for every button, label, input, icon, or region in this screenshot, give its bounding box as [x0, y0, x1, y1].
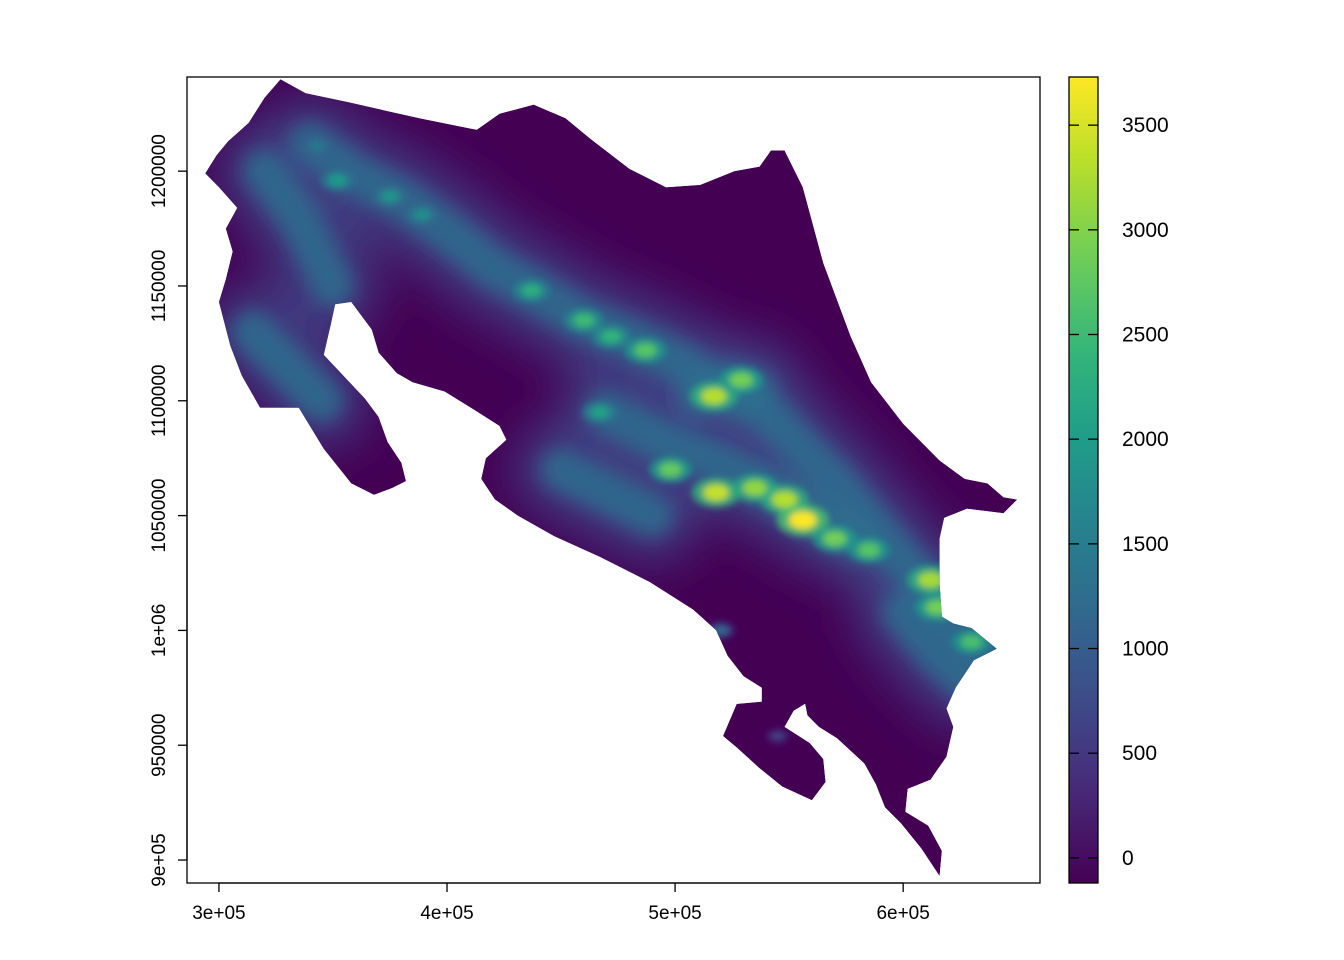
- ridge-core-4: [232, 310, 343, 422]
- peak-core-9: [703, 484, 730, 502]
- colorbar-ticks: 0 500 1000 1500 2000 2500 3000 3500: [1069, 114, 1169, 870]
- peak-core-8: [729, 372, 753, 388]
- ridge-core-3: [243, 150, 354, 307]
- peak-core-3: [309, 140, 325, 151]
- y-tick-label: 9e+05: [149, 833, 170, 886]
- colorbar-tick-label: 3500: [1122, 114, 1169, 137]
- peak-core-1: [381, 190, 399, 203]
- x-tick-label: 5e+05: [648, 903, 701, 924]
- colorbar-legend: 0 500 1000 1500 2000 2500 3000 3500: [1068, 76, 1169, 884]
- colorbar-frame: [1068, 76, 1099, 884]
- peak-core-12: [788, 511, 817, 530]
- y-tick-label: 1e+06: [149, 604, 170, 657]
- map-panel: [205, 79, 1018, 877]
- peak-core-13: [823, 531, 847, 547]
- y-axis: 9e+05 950000 1e+06 1050000 1100000 1150000 120…: [149, 134, 188, 887]
- y-tick-label: 1050000: [149, 479, 170, 553]
- peak-core-11: [771, 491, 798, 508]
- y-tick-label: 1150000: [149, 250, 170, 323]
- x-tick-label: 4e+05: [420, 903, 473, 924]
- colorbar-tick-label: 2500: [1122, 324, 1169, 347]
- peak-core-21: [713, 625, 728, 635]
- peak-core-16: [925, 599, 950, 615]
- ridge-core-5: [540, 448, 674, 537]
- x-tick-label: 6e+05: [876, 903, 929, 924]
- colorbar-fill: [1069, 77, 1098, 883]
- colorbar-tick-label: 0: [1122, 847, 1134, 870]
- peak-core-22: [772, 732, 784, 740]
- colorbar-tick-label: 1500: [1122, 533, 1169, 556]
- y-tick-label: 1100000: [149, 364, 170, 437]
- peak-core-19: [590, 406, 610, 419]
- y-tick-label: 950000: [149, 714, 170, 777]
- y-tick-label: 1200000: [149, 134, 170, 208]
- x-axis: 3e+05 4e+05 5e+05 6e+05: [192, 882, 930, 924]
- peak-core-7: [701, 387, 727, 405]
- peak-core-17: [960, 634, 983, 649]
- colorbar-tick-label: 500: [1122, 742, 1157, 765]
- peak-core-10: [742, 480, 768, 496]
- ridge-core-6: [882, 591, 988, 702]
- peak-core-18: [659, 462, 682, 477]
- x-tick-label: 3e+05: [192, 903, 245, 924]
- peak-core-5: [600, 329, 622, 344]
- peak-core-0: [328, 174, 347, 187]
- peak-core-2: [413, 209, 431, 221]
- peak-core-14: [857, 542, 881, 558]
- colorbar-tick-label: 3000: [1122, 219, 1169, 242]
- colorbar-tick-label: 1000: [1122, 638, 1169, 661]
- peak-core-4: [573, 313, 595, 328]
- land-raster: [205, 79, 1018, 877]
- peak-core-20: [521, 284, 542, 297]
- colorbar-tick-label: 2000: [1122, 428, 1169, 451]
- peak-core-15: [918, 571, 944, 588]
- peak-core-6: [634, 343, 657, 358]
